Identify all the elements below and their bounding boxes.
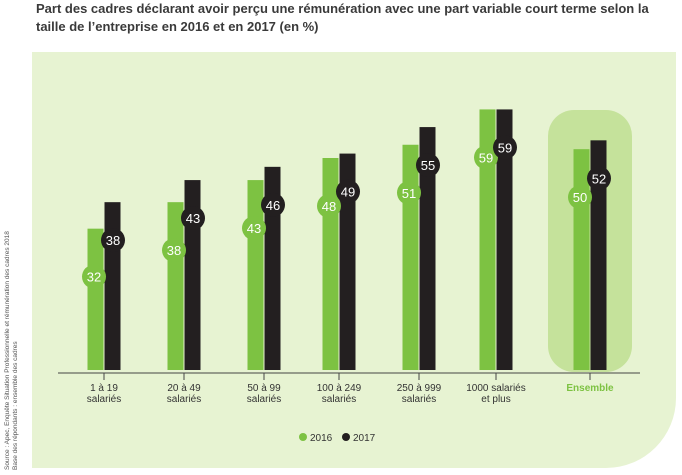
source-note: Source : Apec, Enquête Situation Profess… bbox=[4, 210, 20, 470]
data-label-2016: 38 bbox=[167, 243, 181, 258]
label-bubble-2017 bbox=[336, 179, 360, 204]
bar-2016 bbox=[573, 149, 590, 370]
chart-title: Part des cadres déclarant avoir perçu un… bbox=[36, 1, 649, 34]
legend-label-2016: 2016 bbox=[310, 433, 333, 444]
x-tick-label: et plus bbox=[481, 394, 510, 405]
bar-2017 bbox=[264, 166, 281, 370]
bar-2016 bbox=[87, 228, 104, 370]
label-bubble-2016 bbox=[317, 194, 341, 218]
x-tick-label: 1000 salariés bbox=[466, 383, 525, 394]
data-label-2017: 49 bbox=[341, 185, 355, 200]
data-label-2017: 52 bbox=[592, 171, 606, 186]
data-label-2017: 55 bbox=[421, 158, 435, 173]
label-bubble-2017 bbox=[493, 135, 517, 160]
x-tick-label: salariés bbox=[87, 394, 121, 405]
data-label-2016: 48 bbox=[322, 199, 336, 214]
legend-label-2017: 2017 bbox=[353, 433, 376, 444]
x-tick-label: 100 à 249 bbox=[317, 383, 362, 394]
x-tick-label: Ensemble bbox=[566, 383, 614, 394]
bar-2017 bbox=[496, 109, 513, 371]
label-bubble-2016 bbox=[568, 185, 592, 210]
label-bubble-2016 bbox=[82, 264, 106, 289]
bar-2017 bbox=[104, 202, 121, 370]
bar-2016 bbox=[247, 180, 264, 370]
data-label-2016: 59 bbox=[479, 150, 493, 165]
data-label-2017: 59 bbox=[498, 140, 512, 155]
x-tick-label: 50 à 99 bbox=[247, 383, 281, 394]
data-label-2016: 51 bbox=[402, 186, 416, 201]
label-bubble-2017 bbox=[416, 153, 440, 178]
highlight-band bbox=[548, 110, 632, 372]
bar-2017 bbox=[419, 127, 436, 370]
label-bubble-2016 bbox=[162, 238, 186, 263]
label-bubble-2017 bbox=[261, 192, 285, 217]
legend-marker-2016 bbox=[299, 433, 307, 441]
x-tick-label: salariés bbox=[247, 394, 281, 405]
label-bubble-2017 bbox=[587, 166, 611, 191]
bar-2016 bbox=[167, 202, 184, 370]
label-bubble-2016 bbox=[397, 180, 421, 205]
legend-marker-2017 bbox=[342, 433, 350, 441]
label-bubble-2016 bbox=[242, 216, 266, 241]
data-label-2017: 38 bbox=[106, 233, 120, 248]
bar-2016 bbox=[479, 109, 496, 371]
x-tick-label: salariés bbox=[402, 394, 436, 405]
data-label-2017: 43 bbox=[186, 211, 200, 226]
x-tick-label: 1 à 19 bbox=[90, 383, 118, 394]
bar-2016 bbox=[402, 144, 419, 370]
bar-2017 bbox=[590, 140, 607, 370]
label-bubble-2016 bbox=[474, 145, 498, 170]
x-tick-label: salariés bbox=[167, 394, 201, 405]
bar-2016 bbox=[322, 158, 339, 370]
x-tick-label: 250 à 999 bbox=[397, 383, 442, 394]
data-label-2016: 50 bbox=[573, 190, 587, 205]
source-line-1: Source : Apec, Enquête Situation Profess… bbox=[4, 231, 11, 470]
x-tick-label: salariés bbox=[322, 394, 356, 405]
data-label-2016: 32 bbox=[87, 270, 101, 285]
data-label-2016: 43 bbox=[247, 221, 261, 236]
bar-2017 bbox=[339, 153, 356, 370]
label-bubble-2017 bbox=[181, 206, 205, 231]
data-label-2017: 46 bbox=[266, 198, 280, 213]
x-tick-label: 20 à 49 bbox=[167, 383, 201, 394]
source-line-2: Base des répondants : ensemble des cadre… bbox=[12, 341, 19, 470]
label-bubble-2017 bbox=[101, 228, 125, 253]
